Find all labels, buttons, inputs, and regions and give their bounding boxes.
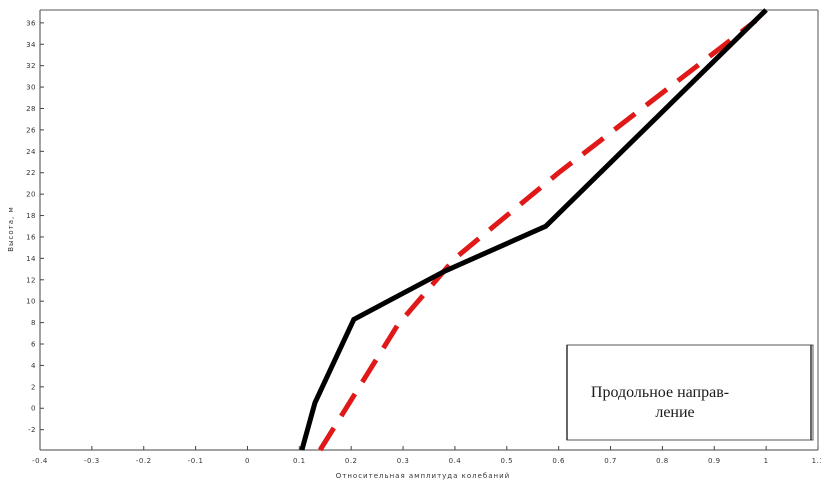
y-tick-label: 18: [26, 212, 36, 220]
y-tick-label: 0: [31, 405, 36, 413]
x-tick-label: 0.2: [345, 457, 358, 465]
x-tick-label: 0.1: [293, 457, 306, 465]
y-tick-label: 2: [31, 383, 36, 391]
legend: Продольное направ- ление: [566, 344, 814, 441]
x-tick-label: -0.4: [32, 457, 48, 465]
y-tick-label: 6: [31, 341, 36, 349]
y-tick-label: 8: [31, 319, 36, 327]
y-tick-label: -2: [28, 426, 36, 434]
legend-line-2: ление: [655, 404, 694, 421]
y-tick-label: 30: [26, 84, 36, 92]
x-tick-label: 0.3: [397, 457, 410, 465]
legend-line-1: Продольное направ-: [591, 384, 729, 401]
legend-box: [566, 344, 814, 441]
y-tick-label: 14: [26, 255, 36, 263]
x-axis-ticks: -0.4 -0.3 -0.2 -0.1 0 0.1 0.2 0.3 0.4 0.5 0.6 0.7 0.…: [32, 446, 821, 465]
x-tick-label: 0: [245, 457, 250, 465]
x-tick-label: 0.4: [449, 457, 462, 465]
x-tick-label: 1.1: [812, 457, 821, 465]
x-tick-label: 0.6: [552, 457, 565, 465]
x-tick-label: -0.2: [136, 457, 152, 465]
red-dashed-series-line: [317, 18, 758, 452]
y-tick-label: 28: [26, 105, 36, 113]
x-tick-label: -0.3: [84, 457, 100, 465]
y-tick-label: 12: [26, 276, 36, 284]
y-tick-label: 36: [26, 19, 36, 27]
x-tick-label: 0.9: [708, 457, 721, 465]
y-tick-label: 20: [26, 191, 36, 199]
x-tick-label: 1: [764, 457, 769, 465]
y-tick-label: 10: [26, 298, 36, 306]
x-tick-label: 0.8: [656, 457, 669, 465]
x-tick-label: -0.1: [188, 457, 204, 465]
y-tick-label: 34: [26, 41, 36, 49]
y-tick-label: 16: [26, 233, 36, 241]
x-tick-label: 0.5: [500, 457, 513, 465]
y-axis-label: Высота, м: [7, 206, 15, 252]
black-solid-series-line: [299, 8, 768, 451]
x-tick-label: 0.7: [604, 457, 617, 465]
y-tick-label: 4: [31, 362, 36, 370]
y-tick-label: 24: [26, 148, 36, 156]
x-axis-label: Относительная амплитуда колебаний: [336, 472, 510, 480]
y-tick-label: 32: [26, 62, 36, 70]
y-tick-label: 22: [26, 169, 36, 177]
series-layer: [299, 8, 768, 452]
y-tick-label: 26: [26, 126, 36, 134]
